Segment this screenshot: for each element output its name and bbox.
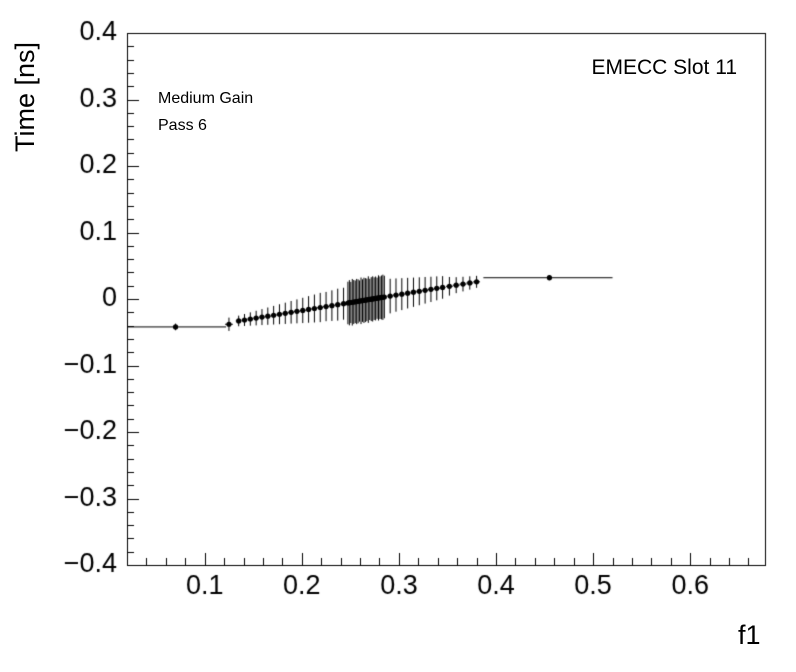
x-axis-title: f1 (738, 620, 761, 650)
pass-number-label: Pass 6 (158, 117, 207, 134)
y-axis-title: Time [ns] (10, 41, 40, 152)
detector-slot-label: EMECC Slot 11 (591, 56, 738, 79)
gain-mode-label: Medium Gain (158, 90, 254, 107)
